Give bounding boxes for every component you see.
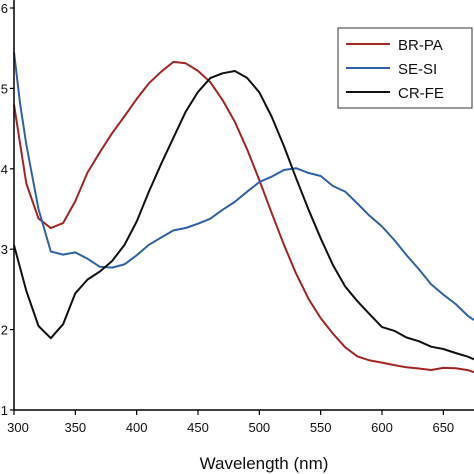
- x-tick-label: 500: [248, 420, 270, 435]
- x-tick-label: 300: [7, 420, 29, 435]
- y-tick-label: 6: [1, 1, 8, 16]
- series-line-se-si: [13, 52, 474, 321]
- y-tick-label: 3: [1, 242, 8, 257]
- x-tick-label: 450: [187, 420, 209, 435]
- x-tick-label: 350: [64, 420, 86, 435]
- x-tick-label: 600: [371, 420, 393, 435]
- axes-layer: 300 350 400 450 500 550 600 650 6 5 4 3 2 1: [1, 0, 474, 435]
- y-ticks: 6 5 4 3 2 1: [1, 1, 14, 418]
- y-tick-label: 1: [1, 403, 8, 418]
- series-layer: [13, 52, 474, 374]
- x-tick-label: 550: [310, 420, 332, 435]
- x-tick-label: 650: [432, 420, 454, 435]
- legend-items: BR-PA SE-SI CR-FE: [346, 37, 444, 102]
- legend-label: CR-FE: [398, 85, 444, 102]
- y-tick-label: 2: [1, 323, 8, 338]
- legend-label: BR-PA: [398, 37, 443, 54]
- series-line-cr-fe: [13, 70, 474, 361]
- legend: BR-PA SE-SI CR-FE: [337, 27, 473, 109]
- series-line-br-pa: [13, 60, 474, 374]
- x-tick-label: 400: [126, 420, 148, 435]
- y-tick-label: 5: [1, 81, 8, 96]
- y-tick-label: 4: [1, 162, 8, 177]
- legend-label: SE-SI: [398, 61, 437, 78]
- x-ticks: 300 350 400 450 500 550 600 650: [7, 410, 454, 435]
- x-axis-title: Wavelength (nm): [200, 454, 329, 473]
